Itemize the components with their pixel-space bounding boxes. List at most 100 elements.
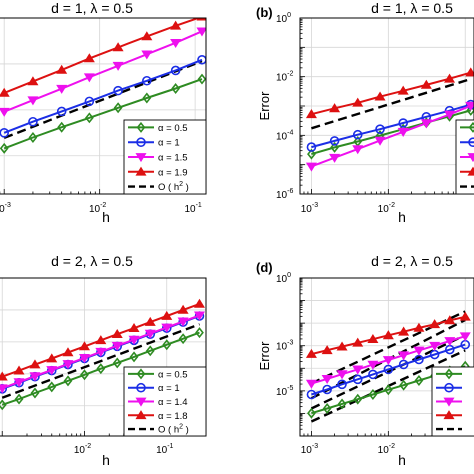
legend-marker <box>468 137 474 147</box>
axes-box <box>299 277 474 437</box>
data-point <box>14 393 24 405</box>
grid <box>0 18 206 194</box>
data-point <box>322 384 332 395</box>
axes-box <box>0 17 207 195</box>
legend: α = 0.5 α = 1 α = 1.4 α = 1.8 O ( h2 ) <box>123 366 207 437</box>
data-point <box>46 366 58 376</box>
y-tick-label: 10-6 <box>276 188 293 201</box>
legend-label: α = 1.4 <box>158 397 188 408</box>
y-tick-label: 100 <box>276 12 291 25</box>
x-axis-label: h <box>398 452 406 468</box>
data-point <box>465 101 474 111</box>
data-point <box>170 38 182 48</box>
data-point <box>329 103 341 113</box>
panel-label: (b) <box>256 5 273 20</box>
data-point <box>399 379 408 391</box>
y-tick-label: 100 <box>276 272 291 285</box>
data-point <box>56 84 68 94</box>
x-tick-label: 10-2 <box>378 443 395 456</box>
data-point <box>129 351 139 363</box>
chart-panel-2: 10-3 10-2 100 10-2 10-4 10-6 d = 1, λ = 0.5 h Er… <box>256 0 474 225</box>
x-tick-label: 10-1 <box>184 202 201 215</box>
data-point <box>0 107 10 117</box>
data-point <box>305 379 317 389</box>
data-point <box>337 398 347 410</box>
legend-marker <box>444 368 454 380</box>
data-point <box>62 347 74 357</box>
data-point <box>29 359 41 369</box>
data-point <box>352 374 363 385</box>
data-point <box>413 346 425 356</box>
data-point <box>62 360 74 370</box>
data-point <box>444 315 456 325</box>
data-point <box>57 121 67 133</box>
data-point <box>95 347 107 357</box>
panel-label: (d) <box>256 260 273 275</box>
data-point <box>352 337 364 347</box>
data-point <box>84 112 94 124</box>
data-point <box>329 153 341 163</box>
legend-label: α = 1.5 <box>158 153 188 164</box>
data-point <box>193 311 205 321</box>
data-point <box>111 329 123 339</box>
x-tick-label: 10-2 <box>89 202 106 215</box>
chart-title: d = 1, λ = 0.5 <box>51 0 133 16</box>
data-point <box>321 375 333 385</box>
legend-marker <box>443 410 455 420</box>
data-point <box>382 356 394 366</box>
data-point <box>420 79 432 89</box>
data-point <box>0 384 8 394</box>
data-point <box>177 317 189 327</box>
series-group <box>305 67 474 172</box>
x-axis-label: h <box>102 452 110 468</box>
data-point <box>145 345 155 357</box>
data-point <box>321 345 333 355</box>
data-point <box>383 384 393 396</box>
data-point <box>353 393 363 405</box>
series-group <box>0 298 205 411</box>
data-point <box>112 357 122 369</box>
series-line <box>3 78 203 150</box>
data-point <box>307 148 316 160</box>
series-line <box>311 71 472 116</box>
series-line <box>1 331 200 406</box>
data-point <box>95 335 107 345</box>
chart-title: d = 1, λ = 0.5 <box>371 0 453 16</box>
chart-panel-3: 10-2 10-1 d = 2, λ = 0.5 h α = 0.5 α = 1 α = 1… <box>0 253 207 468</box>
data-point <box>128 335 140 345</box>
data-point <box>112 42 124 52</box>
data-point <box>47 381 57 393</box>
data-point <box>80 369 89 381</box>
data-point <box>352 97 364 107</box>
legend: α = 0.5 α = 1 α = 1.5 α = 1.9 O ( h2 ) <box>123 119 207 195</box>
data-point <box>0 399 7 411</box>
data-point <box>161 323 173 333</box>
data-point <box>465 67 474 77</box>
series-line <box>1 323 200 399</box>
data-point <box>13 378 25 388</box>
legend-marker <box>443 397 455 407</box>
chart-panel-4: 10-3 10-2 100 10-3 10-5 d = 2, λ = 0.5 h Error (… <box>256 253 474 468</box>
series-line <box>3 18 202 94</box>
legend-marker <box>468 121 474 133</box>
series-group <box>0 18 206 154</box>
series-line <box>3 59 203 140</box>
data-point <box>28 132 38 143</box>
x-tick-label: 10-3 <box>301 202 318 215</box>
data-point <box>367 360 379 370</box>
data-point <box>83 73 95 83</box>
data-point <box>0 371 8 381</box>
series-line <box>3 58 203 134</box>
data-point <box>144 329 156 339</box>
data-point <box>63 375 73 387</box>
data-point <box>28 116 38 127</box>
x-axis-label: h <box>398 209 406 225</box>
x-tick-label: 10-2 <box>378 202 395 215</box>
data-point <box>382 330 394 340</box>
data-point <box>111 341 123 351</box>
data-point <box>196 18 206 21</box>
legend-marker <box>467 153 474 163</box>
x-tick-label: 10-3 <box>0 202 11 215</box>
data-point <box>414 375 424 386</box>
